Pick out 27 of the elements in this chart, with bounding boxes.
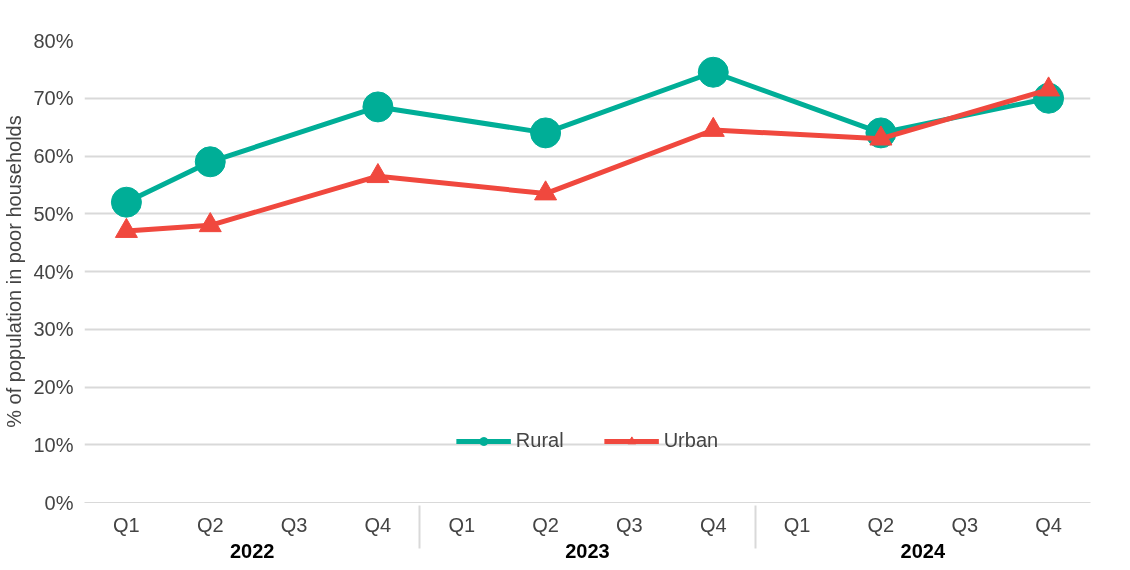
text: 2024 [900, 539, 946, 562]
y-tick-label: 80% [33, 29, 74, 52]
x-tick-label: Q2 [196, 513, 224, 536]
x-tick-label: Q4 [364, 513, 392, 536]
y-axis-title: % of population in poor households [3, 115, 26, 428]
y-tick-label: 40% [33, 260, 74, 283]
x-tick-label: Q3 [280, 513, 308, 536]
y-tick-label: 70% [33, 87, 74, 110]
x-tick-label: Q4 [1035, 513, 1062, 536]
y-tick-label: 50% [33, 202, 74, 225]
x-tick-label: Q1 [783, 513, 811, 536]
y-tick-label: 60% [33, 145, 74, 167]
legend-label: Rural [515, 429, 564, 452]
y-tick-label: 20% [33, 376, 74, 398]
x-tick-label: Q1 [448, 513, 476, 536]
x-tick-label: Q3 [616, 513, 643, 536]
x-tick-label: Q1 [113, 513, 140, 536]
legend-label: Urban [663, 429, 719, 452]
text: 2023 [565, 539, 610, 562]
y-tick-label: 10% [33, 433, 74, 456]
x-tick-label: Q2 [532, 513, 559, 536]
x-tick-label: Q4 [699, 513, 727, 536]
text: 2022 [229, 539, 275, 562]
x-tick-label: Q2 [867, 513, 895, 536]
y-tick-label: 30% [33, 318, 74, 341]
y-tick-label: 0% [44, 491, 74, 514]
x-tick-label: Q3 [951, 513, 979, 536]
